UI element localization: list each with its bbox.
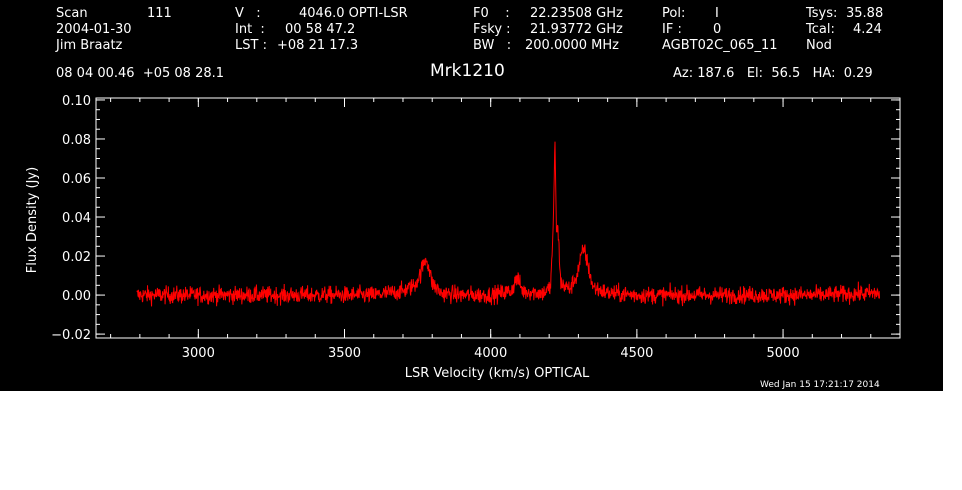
obs-date: 2004-01-30 xyxy=(56,22,132,37)
y-tick-label: 0.00 xyxy=(62,289,91,304)
spectrum-series-line xyxy=(136,141,881,307)
integration-label: Int : xyxy=(235,22,265,37)
tsys-label: Tsys: xyxy=(806,6,838,21)
y-tick-label: 0.04 xyxy=(62,211,91,226)
if-label: IF : xyxy=(662,22,682,37)
rest-freq-value: 22.23508 GHz xyxy=(530,6,623,21)
scan-label: Scan xyxy=(56,6,88,21)
lst-value: +08 21 17.3 xyxy=(277,38,359,53)
x-tick-label: 4500 xyxy=(620,346,653,361)
timestamp: Wed Jan 15 17:21:17 2014 xyxy=(760,380,880,390)
if-value: 0 xyxy=(713,22,722,37)
x-tick-label: 4000 xyxy=(474,346,507,361)
source-name: Mrk1210 xyxy=(430,61,505,81)
x-tick-label: 5000 xyxy=(767,346,800,361)
y-tick-label: 0.02 xyxy=(62,250,91,265)
observer-name: Jim Braatz xyxy=(56,38,123,53)
polarization-value: I xyxy=(715,6,719,21)
scan-value: 111 xyxy=(147,6,172,21)
y-axis-title: Flux Density (Jy) xyxy=(25,167,40,273)
observing-mode: Nod xyxy=(806,38,832,53)
plot-frame xyxy=(95,97,901,339)
x-tick-label: 3500 xyxy=(328,346,361,361)
polarization-label: Pol: xyxy=(662,6,686,21)
tcal-label: Tcal: xyxy=(806,22,835,37)
x-axis-ticks: 3000 3500 4000 4500 5000 xyxy=(110,98,901,361)
y-tick-label: 0.10 xyxy=(62,94,91,109)
x-axis-title: LSR Velocity (km/s) OPTICAL xyxy=(405,366,590,381)
y-tick-label: 0.08 xyxy=(62,133,91,148)
sky-freq-value: 21.93772 GHz xyxy=(530,22,623,37)
y-tick-label: −0.02 xyxy=(51,328,91,343)
bandwidth-label: BW : xyxy=(473,38,512,53)
lst-label: LST : xyxy=(235,38,267,53)
source-coordinates: 08 04 00.46 +05 08 28.1 xyxy=(56,66,225,81)
velocity-value: 4046.0 OPTI-LSR xyxy=(299,6,408,21)
velocity-label: V : xyxy=(235,6,261,21)
tcal-value: 4.24 xyxy=(853,22,882,37)
pointing-info: Az: 187.6 El: 56.5 HA: 0.29 xyxy=(673,66,873,81)
sky-freq-label: Fsky : xyxy=(473,22,511,37)
y-tick-label: 0.06 xyxy=(62,172,91,187)
bandwidth-value: 200.0000 MHz xyxy=(525,38,619,53)
rest-freq-label: F0 : xyxy=(473,6,510,21)
tsys-value: 35.88 xyxy=(846,6,884,21)
spectrum-plot: −0.02 0.00 0.02 0.04 0.06 0.08 0.10 3000 3500 40… xyxy=(25,94,901,381)
x-tick-label: 3000 xyxy=(182,346,215,361)
integration-value: 00 58 47.2 xyxy=(285,22,356,37)
project-id: AGBT02C_065_11 xyxy=(662,38,778,53)
spectrum-display: Scan 111 2004-01-30 Jim Braatz V : 4046.… xyxy=(0,0,943,391)
y-axis-ticks: −0.02 0.00 0.02 0.04 0.06 0.08 0.10 xyxy=(51,94,900,343)
